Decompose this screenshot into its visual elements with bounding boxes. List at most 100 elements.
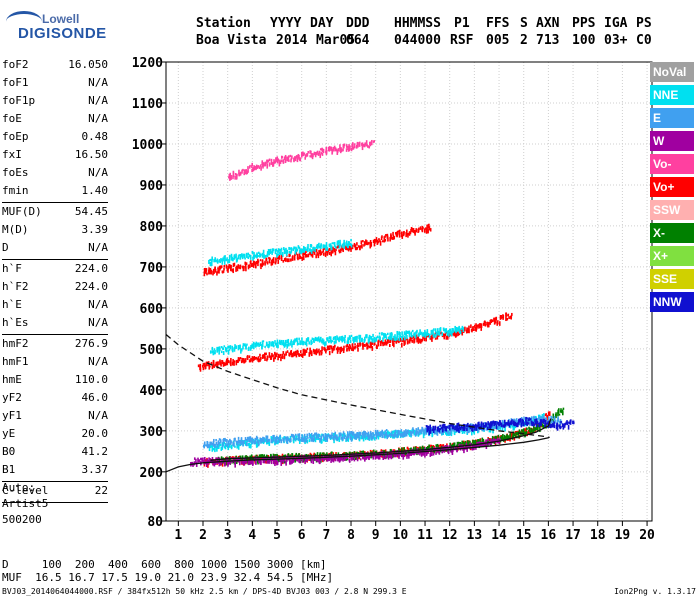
- echo-point: [484, 323, 487, 327]
- echo-point: [203, 444, 205, 449]
- echo-point: [523, 416, 525, 420]
- echo-point: [533, 423, 536, 426]
- echo-point: [355, 451, 358, 455]
- echo-point: [359, 245, 361, 251]
- echo-point: [272, 248, 275, 252]
- echo-point: [473, 440, 476, 444]
- echo-point: [334, 335, 337, 341]
- echo-point: [232, 170, 235, 175]
- echo-point: [458, 442, 461, 446]
- param-separator: [2, 502, 108, 503]
- echo-point: [358, 435, 360, 440]
- echo-point: [421, 229, 424, 233]
- echo-point: [411, 339, 414, 342]
- echo-point: [330, 339, 332, 344]
- echo-point: [260, 460, 262, 464]
- echo-point: [324, 433, 327, 436]
- echo-point: [232, 263, 235, 268]
- echo-point: [397, 230, 400, 233]
- param-value: 0.48: [81, 130, 109, 143]
- echo-point: [289, 460, 291, 465]
- echo-point: [272, 434, 274, 439]
- echo-point: [310, 251, 313, 257]
- echo-point: [314, 432, 316, 436]
- echo-point: [300, 248, 302, 252]
- echo-point: [418, 431, 421, 436]
- echo-point: [313, 338, 315, 344]
- echo-point: [239, 256, 242, 260]
- echo-point: [305, 340, 307, 345]
- echo-point: [446, 432, 448, 436]
- echo-point: [378, 432, 381, 437]
- echo-point: [219, 265, 222, 269]
- echo-point: [546, 414, 549, 418]
- echo-point: [234, 462, 236, 468]
- echo-point: [381, 341, 384, 345]
- echo-point: [331, 349, 334, 354]
- echo-point: [263, 439, 265, 443]
- echo-point: [359, 341, 362, 346]
- echo-point: [351, 347, 353, 351]
- echo-point: [521, 422, 523, 427]
- echo-point: [320, 252, 323, 256]
- echo-point: [523, 423, 526, 427]
- echo-point: [509, 432, 512, 435]
- echo-point: [335, 435, 338, 441]
- echo-point: [329, 146, 331, 150]
- echo-point: [331, 250, 334, 254]
- echo-point: [241, 254, 244, 260]
- echo-point: [195, 458, 197, 464]
- echo-point: [349, 345, 352, 350]
- echo-point: [232, 461, 234, 464]
- echo-point: [276, 436, 279, 440]
- param-name: MUF(D): [2, 205, 42, 218]
- legend-entry: NoVal: [650, 62, 694, 82]
- echo-point: [328, 434, 330, 437]
- echo-point: [349, 339, 352, 344]
- echo-point: [342, 431, 345, 436]
- echo-point: [359, 431, 362, 437]
- echo-point: [549, 423, 552, 429]
- echo-point: [335, 452, 337, 455]
- echo-point: [383, 334, 386, 339]
- echo-point: [334, 344, 336, 348]
- echo-point: [241, 455, 244, 459]
- echo-point: [229, 175, 231, 181]
- echo-point: [377, 240, 379, 243]
- echo-point: [249, 164, 251, 168]
- scaled-parameters-panel: foF2 16.050 foF1 N/A foF1p N/A foE N/A foEp 0.48 f…: [2, 56, 108, 503]
- echo-point: [325, 146, 328, 150]
- echo-point: [458, 445, 461, 450]
- echo-point: [259, 254, 262, 258]
- echo-point: [389, 454, 391, 459]
- echo-point: [353, 145, 356, 149]
- echo-point: [293, 339, 295, 345]
- echo-point: [270, 251, 272, 254]
- echo-point: [297, 256, 299, 261]
- header-value-4: 044000: [394, 33, 441, 48]
- echo-point: [212, 350, 215, 356]
- echo-point: [227, 440, 230, 446]
- echo-point: [479, 323, 481, 329]
- echo-point: [432, 428, 435, 433]
- echo-point: [505, 312, 507, 317]
- echo-point: [428, 226, 431, 231]
- param-value: N/A: [88, 76, 108, 89]
- echo-point: [487, 421, 489, 426]
- echo-point: [412, 427, 414, 431]
- echo-point: [294, 156, 297, 162]
- echo-point: [282, 341, 285, 345]
- echo-point: [404, 332, 406, 335]
- echo-point: [293, 255, 296, 261]
- echo-point: [413, 338, 416, 343]
- echo-point: [536, 420, 539, 425]
- echo-point: [445, 427, 448, 432]
- echo-point: [346, 436, 348, 442]
- echo-point: [413, 429, 416, 434]
- echo-point: [337, 348, 339, 352]
- echo-point: [511, 312, 513, 316]
- echo-point: [417, 427, 420, 431]
- echo-point: [372, 432, 374, 435]
- echo-point: [311, 435, 314, 439]
- echo-point: [379, 453, 382, 458]
